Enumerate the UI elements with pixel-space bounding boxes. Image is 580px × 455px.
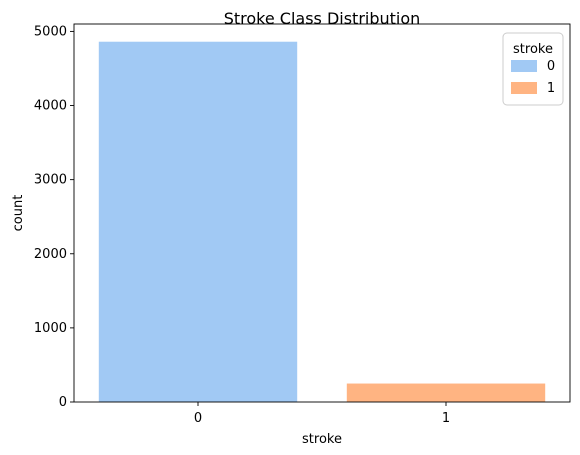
legend-title: stroke [513, 42, 553, 57]
legend-label-0: 0 [547, 59, 555, 74]
y-tick-label: 4000 [34, 99, 67, 114]
legend-label-1: 1 [547, 81, 555, 96]
x-axis-label: stroke [302, 432, 342, 447]
y-tick-label: 0 [59, 395, 67, 410]
y-tick-label: 1000 [34, 321, 67, 336]
bar-stroke-0 [98, 41, 298, 403]
y-tick-label: 2000 [34, 247, 67, 262]
y-tick-label: 3000 [34, 173, 67, 188]
chart-title: Stroke Class Distribution [224, 9, 421, 28]
bars-layer [98, 41, 546, 403]
plot-frame [73, 23, 571, 403]
y-axis-label: count [11, 195, 26, 232]
x-tick-label: 1 [442, 411, 450, 426]
legend-entries: 01 [511, 59, 555, 96]
bar-stroke-1 [346, 383, 546, 402]
y-axis: 0 1000 2000 3000 4000 5000 [34, 24, 74, 410]
legend-swatch-0 [511, 60, 537, 72]
x-tick-label: 0 [194, 411, 202, 426]
y-tick-label: 5000 [34, 24, 67, 39]
legend-swatch-1 [511, 82, 537, 94]
legend: stroke 01 [502, 32, 564, 106]
